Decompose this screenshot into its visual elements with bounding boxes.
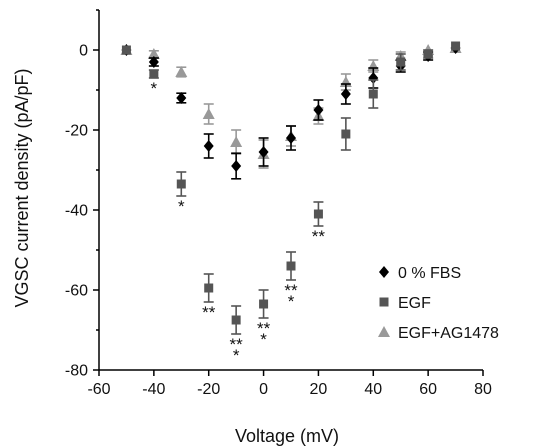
y-tick-label: -40 (65, 203, 88, 220)
data-point-square (423, 49, 433, 59)
data-marks (120, 41, 462, 335)
y-tick-label: 0 (79, 43, 88, 60)
data-point-diamond (203, 140, 214, 152)
data-point-diamond (176, 92, 187, 104)
legend-marker-diamond (379, 266, 389, 278)
x-tick-label: 80 (474, 381, 492, 398)
data-point-square (396, 57, 406, 67)
data-point-triangle (202, 108, 215, 119)
significance-marker: * (151, 79, 158, 98)
data-point-triangle (175, 66, 188, 77)
data-point-square (176, 179, 186, 189)
legend-marker-triangle (378, 326, 390, 337)
x-tick-label: -60 (87, 381, 110, 398)
ticks: -60 -40 -20 0 20 40 60 80-80-60-40-200 (65, 9, 492, 398)
data-point-square (204, 283, 214, 293)
data-point-diamond (340, 88, 351, 100)
data-point-diamond (313, 104, 324, 116)
x-axis-label: Voltage (mV) (235, 426, 339, 446)
legend-label: EGF (398, 295, 431, 312)
y-axis-label: VGSC current density (pA/pF) (12, 68, 32, 307)
data-point-square (368, 89, 378, 99)
y-tick-label: -80 (65, 363, 88, 380)
significance-annotations: ****** *** *** *** (151, 79, 326, 365)
data-point-triangle (147, 48, 160, 59)
data-point-square (286, 261, 296, 271)
axes (98, 10, 483, 371)
data-point-square (341, 129, 351, 139)
significance-marker: ** (312, 227, 326, 246)
data-point-diamond (231, 160, 242, 172)
y-tick-label: -60 (65, 283, 88, 300)
significance-marker: * (178, 197, 185, 216)
legend-label: 0 % FBS (398, 265, 461, 282)
legend: 0 % FBS EGF EGF+AG1478 (378, 265, 499, 342)
significance-marker: ** * (257, 319, 271, 349)
x-tick-label: 0 (259, 381, 268, 398)
data-point-diamond (368, 72, 379, 84)
data-point-diamond (286, 132, 296, 144)
legend-marker-square (379, 297, 389, 307)
data-point-square (259, 299, 269, 309)
data-point-square (451, 41, 461, 51)
data-point-square (313, 209, 323, 219)
data-point-diamond (258, 146, 269, 158)
data-point-triangle (230, 136, 243, 147)
legend-label: EGF+AG1478 (398, 325, 499, 342)
y-tick-label: -20 (65, 123, 88, 140)
x-tick-label: 60 (419, 381, 437, 398)
x-tick-label: -20 (197, 381, 220, 398)
significance-marker: ** * (284, 281, 298, 311)
x-tick-label: 40 (364, 381, 382, 398)
significance-marker: ** * (230, 335, 244, 365)
data-point-square (121, 45, 131, 55)
data-point-square (231, 315, 241, 325)
significance-marker: ** (202, 303, 216, 322)
data-point-diamond (148, 56, 159, 68)
x-tick-label: 20 (310, 381, 328, 398)
x-tick-label: -40 (142, 381, 165, 398)
data-point-square (149, 69, 159, 79)
